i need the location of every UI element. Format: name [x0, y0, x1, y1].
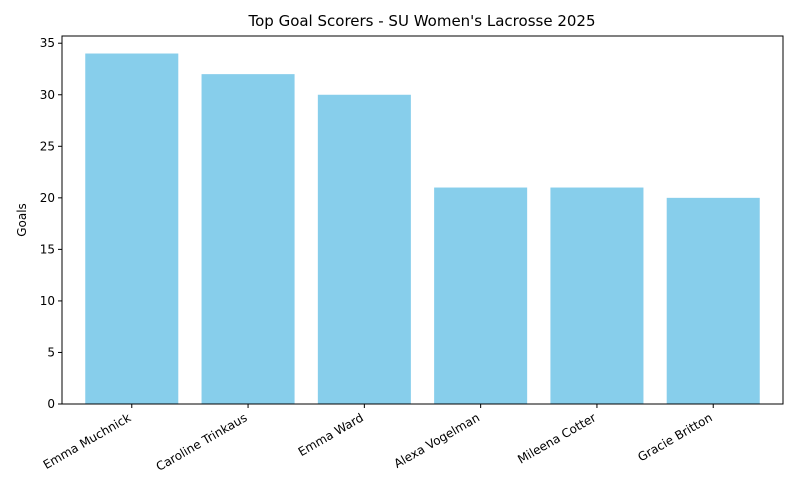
y-tick-label: 10 — [40, 294, 55, 308]
plot-frame — [61, 35, 784, 405]
x-tick-label: Alexa Vogelman — [391, 410, 482, 470]
chart-title: Top Goal Scorers - SU Women's Lacrosse 2… — [247, 12, 595, 30]
y-tick-label: 5 — [47, 345, 55, 359]
y-tick-label: 25 — [40, 139, 55, 153]
x-tick-label: Caroline Trinkaus — [154, 410, 250, 473]
bar-alexa-vogelman — [434, 187, 528, 404]
bar-caroline-trinkaus — [201, 74, 295, 404]
bar-emma-ward — [317, 94, 411, 404]
y-tick-label: 20 — [40, 191, 55, 205]
y-tick-label: 35 — [40, 36, 55, 50]
y-axis-label: Goals — [15, 203, 29, 237]
x-tick-label: Mileena Cotter — [515, 410, 598, 466]
x-axis: Emma Muchnick Caroline Trinkaus Emma Ward A… — [41, 404, 715, 474]
bar-emma-muchnick — [85, 53, 179, 405]
y-tick-label: 30 — [40, 88, 55, 102]
x-tick-label: Emma Ward — [296, 410, 366, 459]
bars-group — [85, 53, 760, 405]
x-tick-label: Gracie Britton — [635, 410, 714, 464]
x-tick-label: Emma Muchnick — [41, 410, 134, 472]
bar-mileena-cotter — [550, 187, 644, 404]
y-tick-label: 15 — [40, 242, 55, 256]
y-axis: 0 5 10 15 20 25 30 35 — [40, 36, 62, 411]
y-tick-label: 0 — [47, 397, 55, 411]
bar-gracie-britton — [666, 197, 760, 404]
